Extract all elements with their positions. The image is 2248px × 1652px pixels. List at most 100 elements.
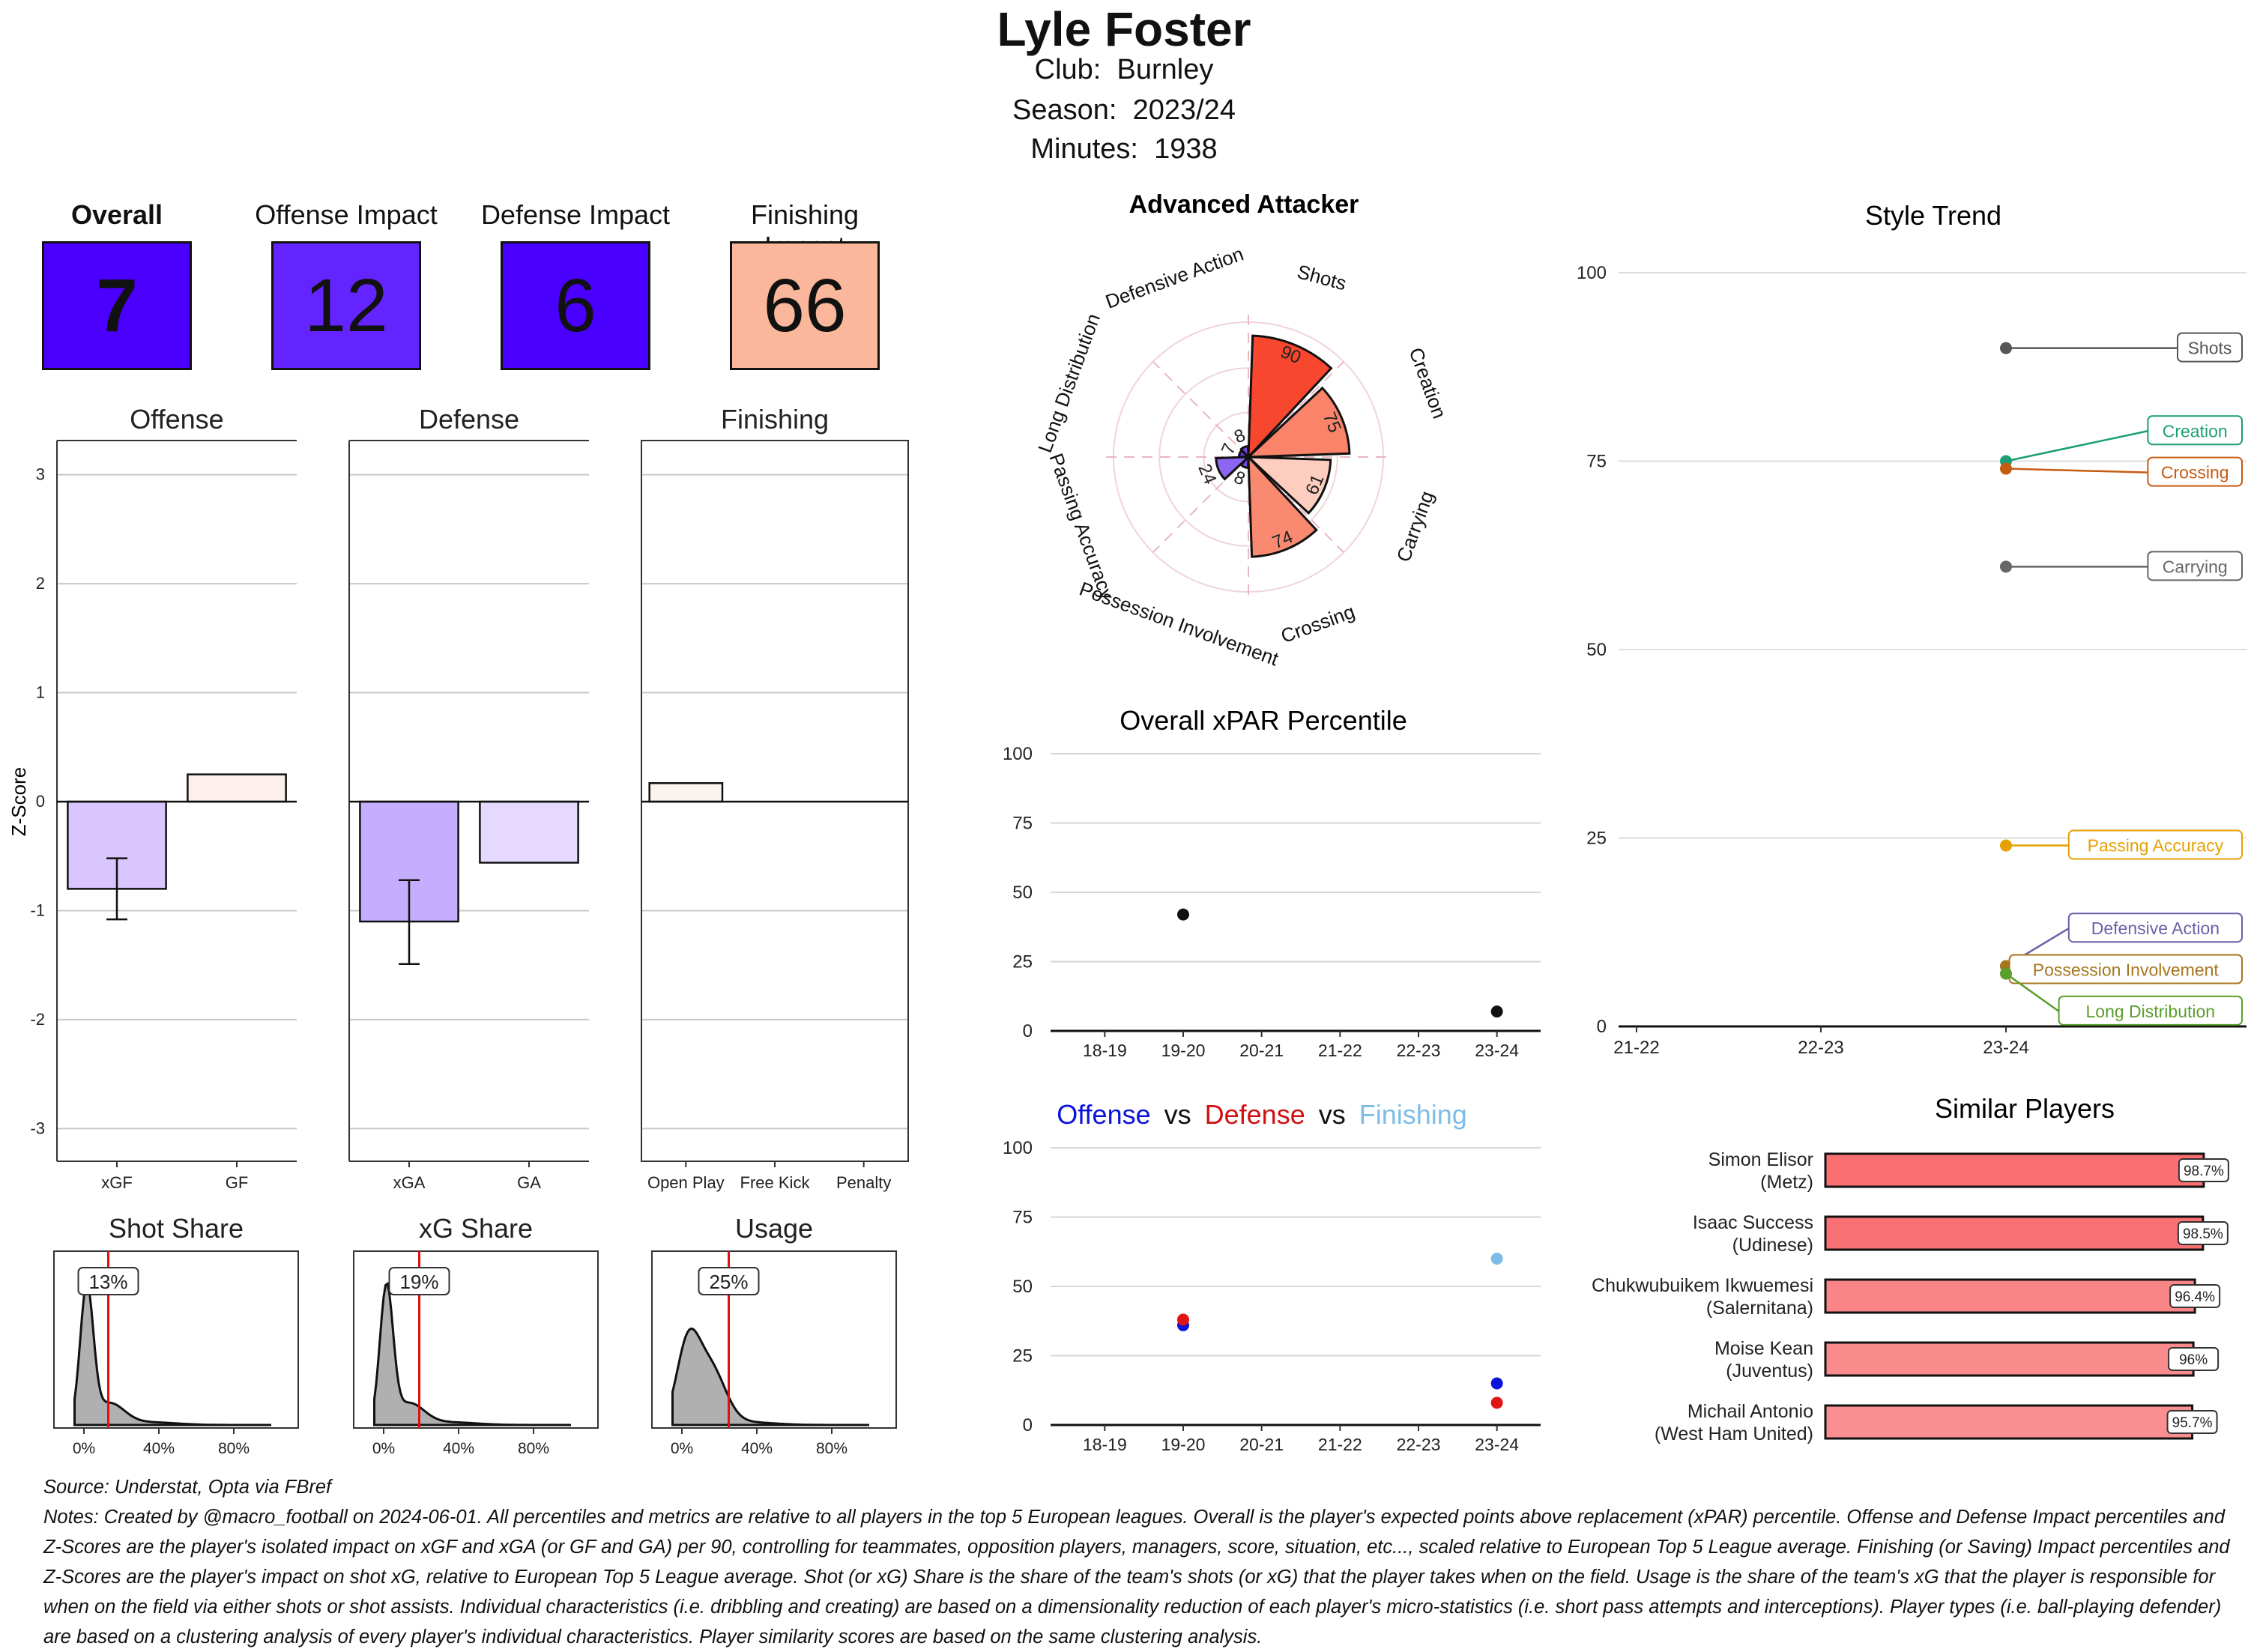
value-label-box <box>698 1267 760 1295</box>
trend-label: Carrying <box>2163 557 2228 576</box>
share-panel-title: Usage <box>735 1213 813 1244</box>
radar-bar <box>1247 334 1333 460</box>
density-curve <box>373 1281 571 1426</box>
x-tick: 23-24 <box>1475 1435 1519 1454</box>
radar-category-label: Long Distribution <box>1033 310 1105 456</box>
similar-player-team: (Udinese) <box>1732 1235 1813 1256</box>
share-value-label: 25% <box>709 1271 748 1293</box>
radar-category-label: Passing Accuracy <box>1045 450 1118 602</box>
y-tick: 75 <box>1586 452 1607 472</box>
trend-label: Creation <box>2163 421 2228 441</box>
style-trend-plot: 100 75 50 25 0 21-22 22-23 23-24 Shots Creation Cr… <box>1577 263 2247 1058</box>
ovd-title-part: Defense <box>1205 1099 1305 1130</box>
share-x-tick: 0% <box>671 1440 693 1457</box>
similar-value-label: 96% <box>2179 1352 2208 1368</box>
y-tick: 0 <box>1023 1415 1033 1435</box>
y-tick: 100 <box>1577 263 1607 283</box>
trend-label-box <box>2147 456 2244 487</box>
trend-point <box>2000 560 2012 573</box>
card-value-defense: 6 <box>555 263 596 348</box>
trend-label: Crossing <box>2161 463 2229 482</box>
x-tick: 18-19 <box>1083 1041 1127 1060</box>
player-name: Lyle Foster <box>997 2 1251 56</box>
similar-value-label: 95.7% <box>2172 1415 2213 1431</box>
share-value-label: 13% <box>88 1271 127 1293</box>
x-tick: 22-23 <box>1798 1038 1843 1058</box>
similar-value-label: 98.5% <box>2183 1226 2223 1242</box>
zscore-y-tick: 3 <box>36 465 45 484</box>
season-label: Season: <box>1012 94 1117 126</box>
club-label: Club: <box>1034 54 1102 85</box>
y-tick: 75 <box>1012 814 1033 834</box>
y-tick: 75 <box>1012 1208 1033 1228</box>
radar-value-label: 8 <box>1231 425 1248 447</box>
card-offense: 12 <box>271 241 421 370</box>
zscore-x-tick: xGA <box>393 1173 426 1192</box>
y-tick: 100 <box>1003 744 1033 764</box>
similar-value-box <box>2178 1158 2229 1182</box>
trend-point <box>2000 462 2012 475</box>
share-panel-1: xG Share 19% 0% 40% 80% <box>353 1213 599 1457</box>
similar-bars: Simon Elisor(Metz) 98.7% Isaac Success(Udi… <box>1592 1149 2229 1444</box>
trend-label: Defensive Action <box>2091 919 2220 938</box>
trend-label: Possession Involvement <box>2033 960 2220 980</box>
trend-label-box <box>2177 332 2243 363</box>
ovd-point-finishing <box>1490 1253 1503 1265</box>
y-tick: 0 <box>1023 1021 1033 1041</box>
similar-player-name: Chukwubuikem Ikwuemesi <box>1592 1275 1813 1296</box>
x-tick: 21-22 <box>1318 1041 1362 1060</box>
impact-cards: Overall 7 Offense Impact 12 Defense Impa… <box>19 196 934 384</box>
trend-connector <box>2005 430 2148 462</box>
zscore-y-ticks: 3 2 1 0 -1 -2 -3 <box>30 465 45 1138</box>
x-tick: 23-24 <box>1475 1041 1519 1060</box>
x-tick: 22-23 <box>1397 1435 1441 1454</box>
x-tick: 22-23 <box>1397 1041 1441 1060</box>
trend-label-box <box>2147 551 2244 581</box>
radar-axis <box>1152 361 1249 458</box>
share-x-tick: 40% <box>443 1440 474 1457</box>
share-x-tick: 40% <box>741 1440 773 1457</box>
minutes-label: Minutes: <box>1030 133 1138 165</box>
zscore-y-tick: -2 <box>30 1010 45 1029</box>
card-overall: 7 <box>42 241 192 370</box>
radar-bar <box>1215 456 1251 481</box>
ovd-plot: 100 75 50 25 0 18-19 19-20 20-21 21-22 22-23 23-24 <box>1003 1138 1541 1454</box>
similar-value-box <box>2168 1347 2220 1371</box>
minutes-line: Minutes: 1938 <box>0 133 2248 166</box>
footer: Source: Understat, Opta via FBref Notes:… <box>43 1472 2232 1652</box>
share-x-tick: 40% <box>143 1440 175 1457</box>
trend-label: Passing Accuracy <box>2088 836 2224 856</box>
zscore-panel-finishing: Finishing Open Play Free Kick Penalty <box>641 404 909 1192</box>
radar-bar <box>1239 445 1250 460</box>
zscore-chart: Z-Score 3 2 1 0 -1 -2 -3 Offense xGF GF Defense xG… <box>7 404 909 1192</box>
x-tick: 19-20 <box>1161 1435 1206 1454</box>
x-tick: 21-22 <box>1318 1435 1362 1454</box>
similar-bar <box>1824 1341 2195 1377</box>
ovd-title: Offense vs Defense vs Finishing <box>1057 1099 1467 1130</box>
ovd-point-offense <box>1490 1377 1503 1390</box>
card-value-offense: 12 <box>304 263 388 348</box>
radar-category-label: Creation <box>1405 345 1451 422</box>
xpar-point <box>1490 1005 1503 1018</box>
card-label-defense: Defense Impact <box>480 199 671 230</box>
season-value: 2023/24 <box>1132 94 1236 126</box>
share-panel-0: Shot Share 13% 0% 40% 80% <box>53 1213 299 1457</box>
share-charts: Shot Share 13% 0% 40% 80% xG Share 19% 0% 40% 80%… <box>53 1213 897 1457</box>
zscore-y-tick: 0 <box>36 792 45 811</box>
similar-value-box <box>2177 1221 2229 1245</box>
similar-value-box <box>2166 1410 2218 1434</box>
zscore-x-tick: Open Play <box>647 1173 725 1192</box>
trend-label-box <box>2058 995 2243 1026</box>
x-tick: 19-20 <box>1161 1041 1206 1060</box>
zscore-panel-title: Defense <box>419 404 519 435</box>
share-x-tick: 0% <box>73 1440 95 1457</box>
zscore-x-tick: GF <box>226 1173 249 1192</box>
ovd-title-part: vs <box>1164 1099 1191 1130</box>
share-panels: Shot Share 13% 0% 40% 80% xG Share 19% 0% 40% 80%… <box>53 1213 897 1457</box>
similar-player-name: Simon Elisor <box>1708 1149 1813 1170</box>
radar-category-label: Crossing <box>1278 600 1358 647</box>
zscore-x-tick: Free Kick <box>740 1173 811 1192</box>
zscore-panel-title: Offense <box>130 404 223 435</box>
card-value-finishing: 66 <box>763 263 847 348</box>
